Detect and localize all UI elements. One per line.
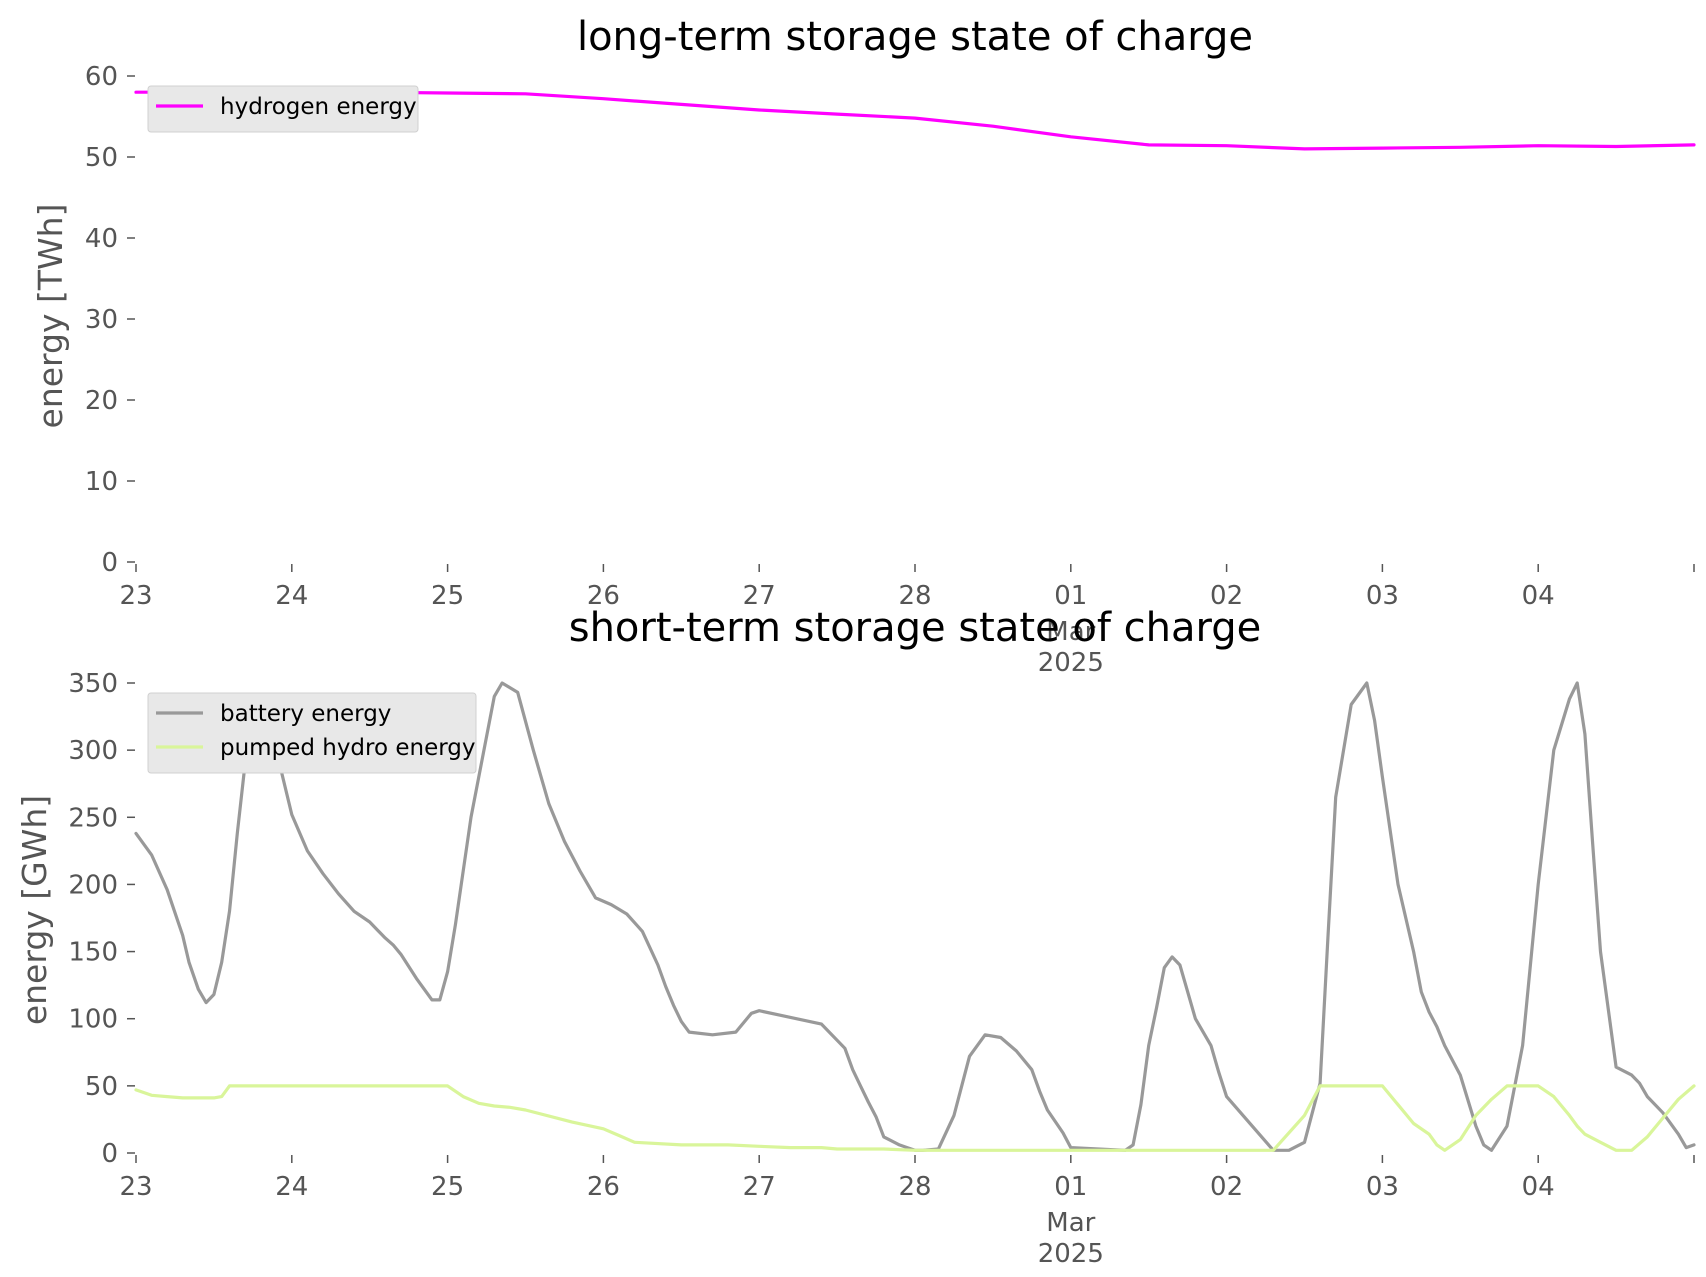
legend-long-term: hydrogen energy bbox=[147, 85, 419, 133]
y-axis-label-long-term: energy [TWh] bbox=[31, 204, 70, 429]
x-tick-label: 04 bbox=[1522, 581, 1555, 611]
chart-title-long-term: long-term storage state of charge bbox=[577, 14, 1253, 60]
x-tick-label: 26 bbox=[587, 581, 620, 611]
chart-title-short-term: short-term storage state of charge bbox=[569, 605, 1262, 651]
y-tick-label: 100 bbox=[68, 1005, 118, 1035]
x-tick-label: 03 bbox=[1366, 581, 1399, 611]
x-tick-month-label: Mar bbox=[1046, 1208, 1095, 1238]
y-tick-label: 20 bbox=[85, 386, 118, 416]
x-tick-label: 23 bbox=[119, 1172, 152, 1202]
y-tick-label: 10 bbox=[85, 467, 118, 497]
x-tick-label: 02 bbox=[1210, 581, 1243, 611]
x-tick-year-label: 2025 bbox=[1038, 648, 1104, 678]
x-tick-month-label: Mar bbox=[1046, 617, 1095, 647]
y-tick-label: 30 bbox=[85, 305, 118, 335]
y-tick-label: 150 bbox=[68, 938, 118, 968]
y-tick-label: 200 bbox=[68, 870, 118, 900]
series-line-pumped-hydro-energy bbox=[134, 1084, 1696, 1152]
legend-box bbox=[147, 692, 477, 774]
legend-short-term: battery energy pumped hydro energy bbox=[147, 692, 477, 774]
x-tick-label: 01 bbox=[1054, 1172, 1087, 1202]
short-term-storage-chart: short-term storage state of charge energ… bbox=[15, 605, 1696, 1269]
y-axis-label-short-term: energy [GWh] bbox=[15, 795, 54, 1025]
y-tick-label: 60 bbox=[85, 62, 118, 92]
y-tick-label: 50 bbox=[85, 1072, 118, 1102]
x-tick-label: 26 bbox=[587, 1172, 620, 1202]
x-tick-label: 25 bbox=[431, 1172, 464, 1202]
y-tick-label: 0 bbox=[101, 548, 118, 578]
x-tick-label: 27 bbox=[743, 1172, 776, 1202]
x-tick-label: 25 bbox=[431, 581, 464, 611]
x-tick-label: 04 bbox=[1522, 1172, 1555, 1202]
x-tick-label: 27 bbox=[743, 581, 776, 611]
x-tick-label: 01 bbox=[1054, 581, 1087, 611]
y-tick-label: 40 bbox=[85, 224, 118, 254]
x-tick-label: 24 bbox=[275, 1172, 308, 1202]
legend-entry: battery energy bbox=[220, 701, 391, 727]
y-tick-label: 300 bbox=[68, 736, 118, 766]
y-tick-label: 250 bbox=[68, 803, 118, 833]
y-tick-label: 0 bbox=[101, 1139, 118, 1169]
y-tick-label: 50 bbox=[85, 143, 118, 173]
x-tick-label: 02 bbox=[1210, 1172, 1243, 1202]
x-tick-label: 28 bbox=[898, 1172, 931, 1202]
x-tick-label: 24 bbox=[275, 581, 308, 611]
long-term-storage-chart: long-term storage state of charge energy… bbox=[31, 14, 1696, 678]
x-tick-label: 28 bbox=[898, 581, 931, 611]
legend-entry: pumped hydro energy bbox=[220, 735, 476, 761]
series-lines-short-term bbox=[134, 681, 1696, 1152]
x-tick-year-label: 2025 bbox=[1038, 1239, 1104, 1269]
x-tick-label: 23 bbox=[119, 581, 152, 611]
legend-box bbox=[147, 85, 419, 133]
y-tick-label: 350 bbox=[68, 669, 118, 699]
x-tick-label: 03 bbox=[1366, 1172, 1399, 1202]
legend-entry: hydrogen energy bbox=[220, 94, 417, 120]
axis-ticks-short-term: 0 50 100 150 200 250 300 350 23 24 25 26 27 28 01 Mar20… bbox=[68, 669, 1695, 1269]
